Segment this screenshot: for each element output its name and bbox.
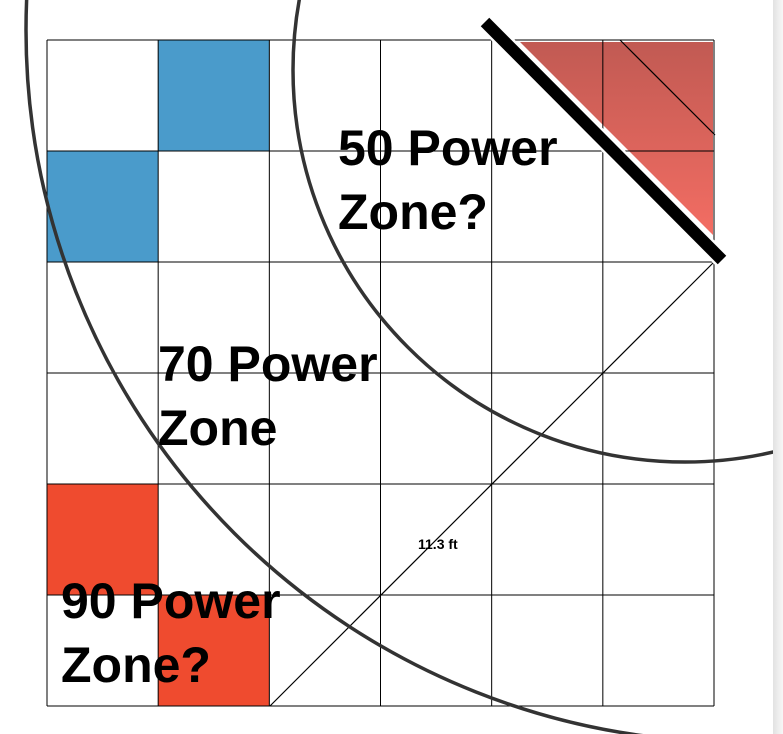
grid-lines (46, 39, 715, 707)
corner-hatch-line (619, 39, 716, 136)
diagonal-measure-line (269, 261, 715, 707)
zone-70-line2: Zone (158, 400, 278, 456)
zone-70-line1: 70 Power (158, 336, 378, 392)
zone-50-line2: Zone? (338, 184, 488, 240)
zone-90-line1: 90 Power (61, 573, 281, 629)
zone-50-line1: 50 Power (338, 120, 558, 176)
corner-red-triangle (520, 42, 713, 235)
distance-label: 11.3 ft (418, 536, 458, 552)
filled-cell-blue (158, 40, 270, 151)
zone-90-line2: Zone? (61, 637, 211, 693)
page-edge (773, 0, 783, 734)
filled-cell-red (158, 595, 270, 706)
arc-70-zone (24, 0, 645, 734)
net-wall (480, 17, 727, 265)
arc-50-zone (291, 0, 783, 464)
filled-cells (47, 40, 270, 706)
filled-cell-red (47, 484, 159, 595)
zone-70-label: 70 Power Zone (158, 332, 378, 460)
zone-50-label: 50 Power Zone? (338, 116, 558, 244)
zone-90-label: 90 Power Zone? (61, 569, 281, 697)
filled-cell-blue (47, 151, 159, 262)
